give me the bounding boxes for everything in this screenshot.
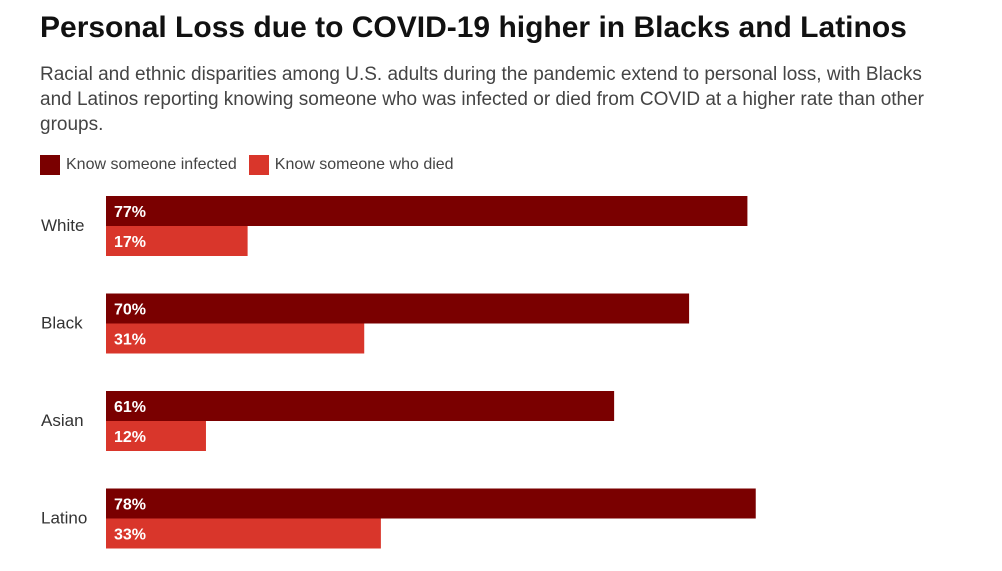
bar-black-died (106, 323, 365, 354)
legend-swatch-infected (40, 155, 60, 175)
data-label-white-died: 17% (114, 234, 146, 251)
chart-title: Personal Loss due to COVID-19 higher in … (40, 11, 907, 44)
bar-black-infected (106, 293, 690, 324)
bar-white-infected (106, 196, 748, 226)
data-label-latino-died: 33% (114, 527, 146, 544)
data-label-asian-died: 12% (114, 429, 146, 446)
legend-label-infected: Know someone infected (66, 156, 237, 173)
bar-latino-died (106, 518, 381, 549)
data-label-white-infected: 77% (114, 204, 146, 221)
category-label-latino: Latino (41, 509, 87, 528)
legend-item-infected: Know someone infected (40, 155, 237, 175)
data-label-black-infected: 70% (114, 302, 146, 319)
bar-white-died (106, 226, 248, 256)
legend-label-died: Know someone who died (274, 156, 454, 173)
bar-asian-infected (106, 391, 615, 421)
category-label-white: White (41, 216, 84, 235)
category-label-asian: Asian (41, 411, 84, 430)
chart-subtitle: Racial and ethnic disparities among U.S.… (40, 64, 925, 135)
bar-latino-infected (106, 488, 756, 519)
data-label-latino-infected: 78% (114, 497, 146, 514)
bar-asian-died (106, 421, 206, 451)
data-label-black-died: 31% (114, 332, 146, 349)
chart-legend: Know someone infected Know someone who d… (40, 154, 466, 176)
data-label-asian-infected: 61% (114, 399, 146, 416)
legend-swatch-died (248, 155, 269, 175)
legend-item-died: Know someone who died (248, 155, 454, 175)
category-label-black: Black (41, 314, 83, 333)
